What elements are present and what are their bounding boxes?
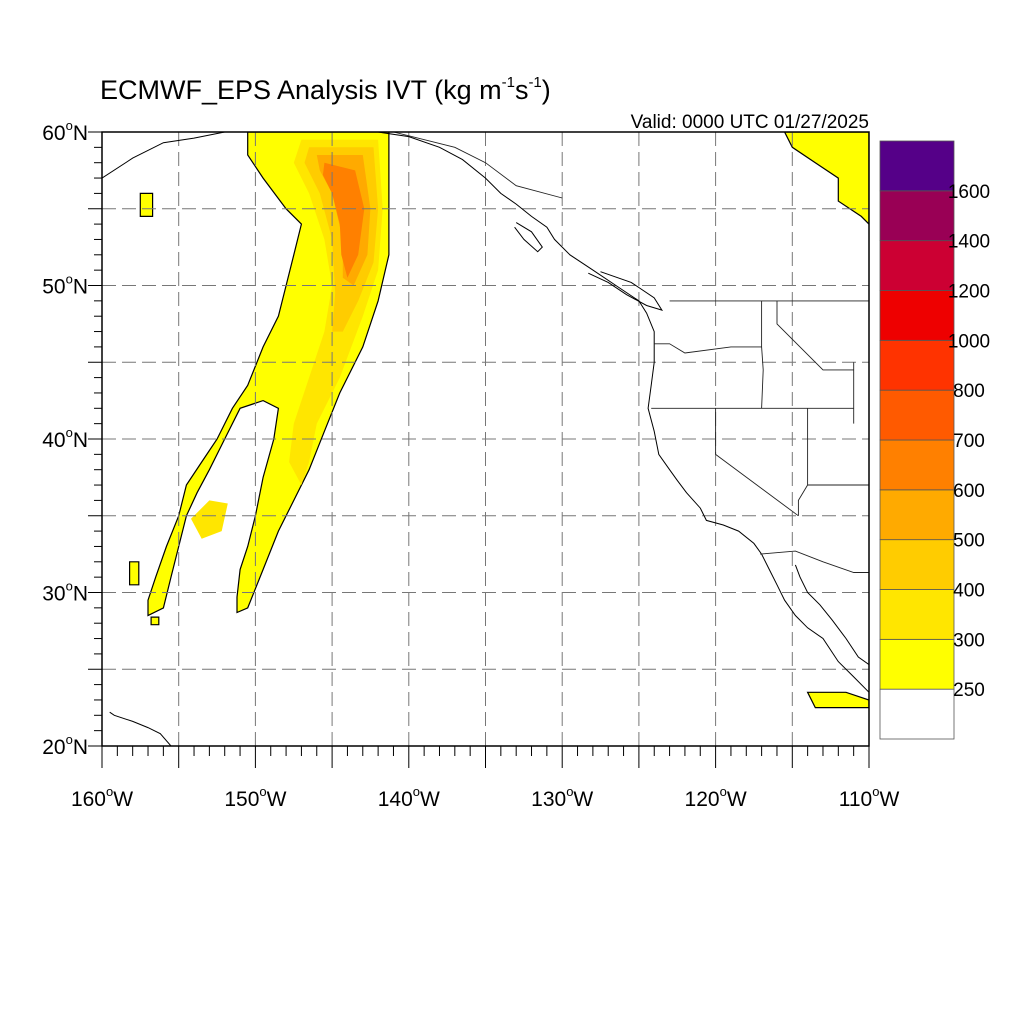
map-title: ECMWF_EPS Analysis IVT (kg m-1s-1) (100, 74, 551, 105)
map-plot-area (102, 132, 869, 746)
ivt-se-corner (806, 691, 869, 709)
x-tick-label: 140oW (378, 784, 440, 811)
colorbar-box (879, 140, 955, 192)
colorbar-label: 1000 (948, 331, 990, 352)
colorbar-label: 700 (953, 431, 985, 452)
colorbar-box (879, 290, 955, 341)
alaska-canada-border (393, 132, 563, 199)
colorbar-label: 1200 (948, 282, 990, 303)
gridlines (102, 132, 869, 746)
axis-ticks: 160oW 150oW 140oW 130oW 120oW 110oW 20oN 30oN 40… (42, 118, 899, 811)
colorbar-box (879, 339, 955, 391)
colorbar-box (879, 489, 955, 541)
coastline-layer (102, 132, 869, 746)
ivt-isolated-1 (139, 192, 154, 217)
colorbar-label: 400 (953, 581, 985, 602)
colorbar-label: 300 (953, 630, 985, 651)
x-tick-label: 160oW (71, 784, 133, 811)
colorbar-box (879, 389, 955, 441)
vancouver-island (588, 271, 664, 311)
colorbar: 250 300 400 500 600 700 800 1000 1200 1400 1600 (879, 140, 990, 740)
y-tick-label: 40oN (42, 425, 88, 452)
ivt-isolated-2 (129, 561, 140, 586)
ivt-300-sw-branch (191, 500, 228, 539)
haida-gwaii (514, 222, 543, 253)
y-tick-label: 30oN (42, 579, 88, 606)
gulf-of-california (794, 564, 869, 666)
colorbar-box (879, 439, 955, 491)
colorbar-label: 600 (953, 481, 985, 502)
ivt-600-core (322, 162, 365, 278)
colorbar-box (879, 638, 955, 690)
alaska-coast (102, 132, 869, 693)
us-mexico-border (760, 550, 869, 573)
idaho-west (761, 300, 764, 409)
montana-idaho (776, 300, 854, 371)
hawaii-coast (109, 711, 172, 746)
colorbar-label: 800 (953, 381, 985, 402)
colorbar-label: 250 (953, 680, 985, 701)
y-tick-label: 50oN (42, 272, 88, 299)
ivt-shading-layer (129, 132, 869, 709)
valid-time-label: Valid: 0000 UTC 01/27/2025 (631, 112, 869, 133)
political-borders-layer (393, 132, 869, 573)
colorbar-label: 1600 (948, 182, 990, 203)
colorbar-box (879, 240, 955, 291)
colorbar-label: 1400 (948, 232, 990, 253)
colorbar-box (879, 688, 955, 740)
x-tick-label: 110oW (839, 784, 900, 811)
y-tick-label: 20oN (42, 732, 88, 759)
colorbar-box (879, 190, 955, 242)
colorbar-box (879, 589, 955, 640)
ivt-isolated-3 (150, 616, 160, 626)
y-tick-label: 60oN (42, 118, 88, 145)
washington-oregon (654, 343, 762, 354)
california-nevada (715, 408, 799, 517)
colorbar-label: 500 (953, 531, 985, 552)
x-tick-label: 130oW (531, 784, 593, 811)
colorbar-box (879, 539, 955, 590)
ivt-ne-corner (783, 132, 869, 225)
x-tick-label: 150oW (224, 784, 286, 811)
arizona-nevada (797, 484, 808, 516)
x-tick-label: 120oW (685, 784, 747, 811)
